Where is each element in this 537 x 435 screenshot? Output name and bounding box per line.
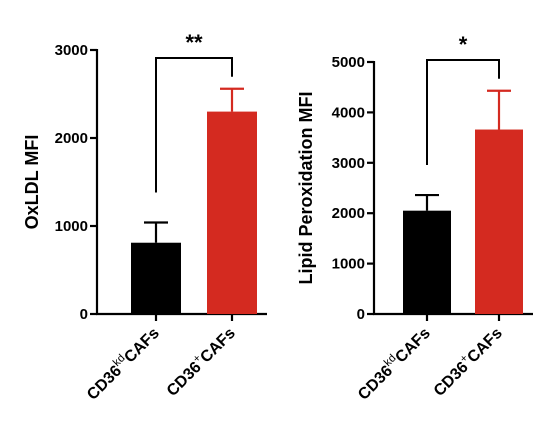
significance-label: * <box>459 32 468 57</box>
y-tick-label: 3000 <box>55 42 88 59</box>
bar-1 <box>475 129 523 314</box>
category-tail: CAFs <box>464 325 506 367</box>
significance-bracket <box>155 57 233 193</box>
significance-label: ** <box>185 30 203 55</box>
category-tail: CAFs <box>197 325 239 367</box>
x-category-label: CD36kdCAFs <box>353 323 434 404</box>
bar-0 <box>131 242 181 314</box>
category-tail: CAFs <box>121 325 163 367</box>
significance-bracket <box>426 59 500 166</box>
y-tick-label: 0 <box>357 306 365 323</box>
x-category-label: CD36kdCAFs <box>82 323 163 404</box>
y-tick-label: 2000 <box>55 130 88 147</box>
y-tick-label: 3000 <box>332 155 365 172</box>
category-tail: CAFs <box>392 325 434 367</box>
y-tick-label: 4000 <box>332 104 365 121</box>
y-tick-label: 0 <box>80 306 88 323</box>
x-category-label: CD36+CAFs <box>429 323 506 400</box>
y-tick-label: 5000 <box>332 54 365 71</box>
y-axis-title: OxLDL MFI <box>22 135 42 230</box>
y-tick-label: 1000 <box>55 218 88 235</box>
x-category-label: CD36+CAFs <box>162 323 239 400</box>
bar-1 <box>207 111 257 314</box>
y-tick-label: 1000 <box>332 256 365 273</box>
y-tick-label: 2000 <box>332 205 365 222</box>
lipid-peroxidation-chart: 0 1000 2000 3000 4000 5000 Lipid Peroxidation … <box>296 32 533 404</box>
oxldl-chart: 0 1000 2000 3000 OxLDL MFI CD36kdCAFsCD36+CAF… <box>22 30 267 404</box>
bar-0 <box>403 210 451 314</box>
y-axis-title: Lipid Peroxidation MFI <box>296 92 316 285</box>
